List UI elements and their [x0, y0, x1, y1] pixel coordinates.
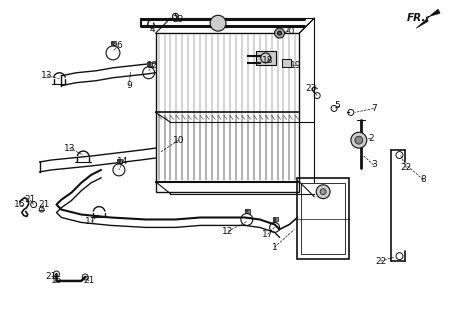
Text: 2: 2 — [368, 134, 373, 143]
Text: 22: 22 — [401, 164, 412, 172]
Text: 7: 7 — [371, 104, 377, 113]
Circle shape — [278, 31, 282, 35]
Circle shape — [210, 15, 226, 31]
Circle shape — [274, 28, 284, 38]
Text: 12: 12 — [222, 227, 234, 236]
Text: 22: 22 — [375, 257, 386, 266]
Text: 9: 9 — [126, 81, 132, 90]
Text: 21: 21 — [38, 200, 50, 209]
Text: 19: 19 — [290, 61, 301, 70]
Text: 21: 21 — [24, 195, 36, 204]
Circle shape — [316, 185, 330, 199]
Text: 20: 20 — [284, 27, 295, 36]
Text: 5: 5 — [334, 101, 340, 110]
Text: 21: 21 — [46, 272, 57, 282]
Text: 1: 1 — [272, 243, 278, 252]
Bar — [302, 183, 345, 254]
Circle shape — [112, 42, 114, 44]
Text: FR.: FR. — [406, 13, 426, 23]
Circle shape — [355, 136, 363, 144]
Bar — [245, 209, 250, 212]
Text: 23: 23 — [306, 84, 317, 93]
Text: 18: 18 — [262, 56, 274, 65]
Text: 6: 6 — [116, 42, 122, 51]
Text: 23: 23 — [173, 15, 184, 24]
Bar — [297, 178, 349, 259]
Circle shape — [147, 62, 150, 65]
Bar — [156, 33, 299, 192]
Text: 4: 4 — [150, 25, 155, 34]
Bar — [147, 62, 152, 66]
Text: 3: 3 — [371, 160, 377, 170]
Text: 17: 17 — [262, 230, 274, 239]
Text: 10: 10 — [173, 136, 184, 145]
Bar — [273, 218, 278, 221]
Text: 21: 21 — [84, 276, 95, 285]
Circle shape — [351, 132, 367, 148]
Bar — [282, 59, 292, 67]
Polygon shape — [416, 9, 440, 28]
Text: 13: 13 — [41, 71, 52, 80]
Circle shape — [117, 159, 121, 163]
Text: 16: 16 — [14, 200, 26, 209]
Text: 11: 11 — [86, 217, 97, 226]
Bar — [111, 41, 116, 45]
Circle shape — [245, 209, 248, 212]
Text: 15: 15 — [51, 276, 62, 285]
Circle shape — [273, 218, 276, 221]
Text: 8: 8 — [420, 175, 426, 184]
Text: 14: 14 — [117, 157, 129, 166]
Bar — [117, 159, 122, 163]
Text: 13: 13 — [63, 144, 75, 153]
Bar — [256, 51, 275, 65]
Text: 12: 12 — [147, 61, 158, 70]
Circle shape — [320, 189, 326, 195]
